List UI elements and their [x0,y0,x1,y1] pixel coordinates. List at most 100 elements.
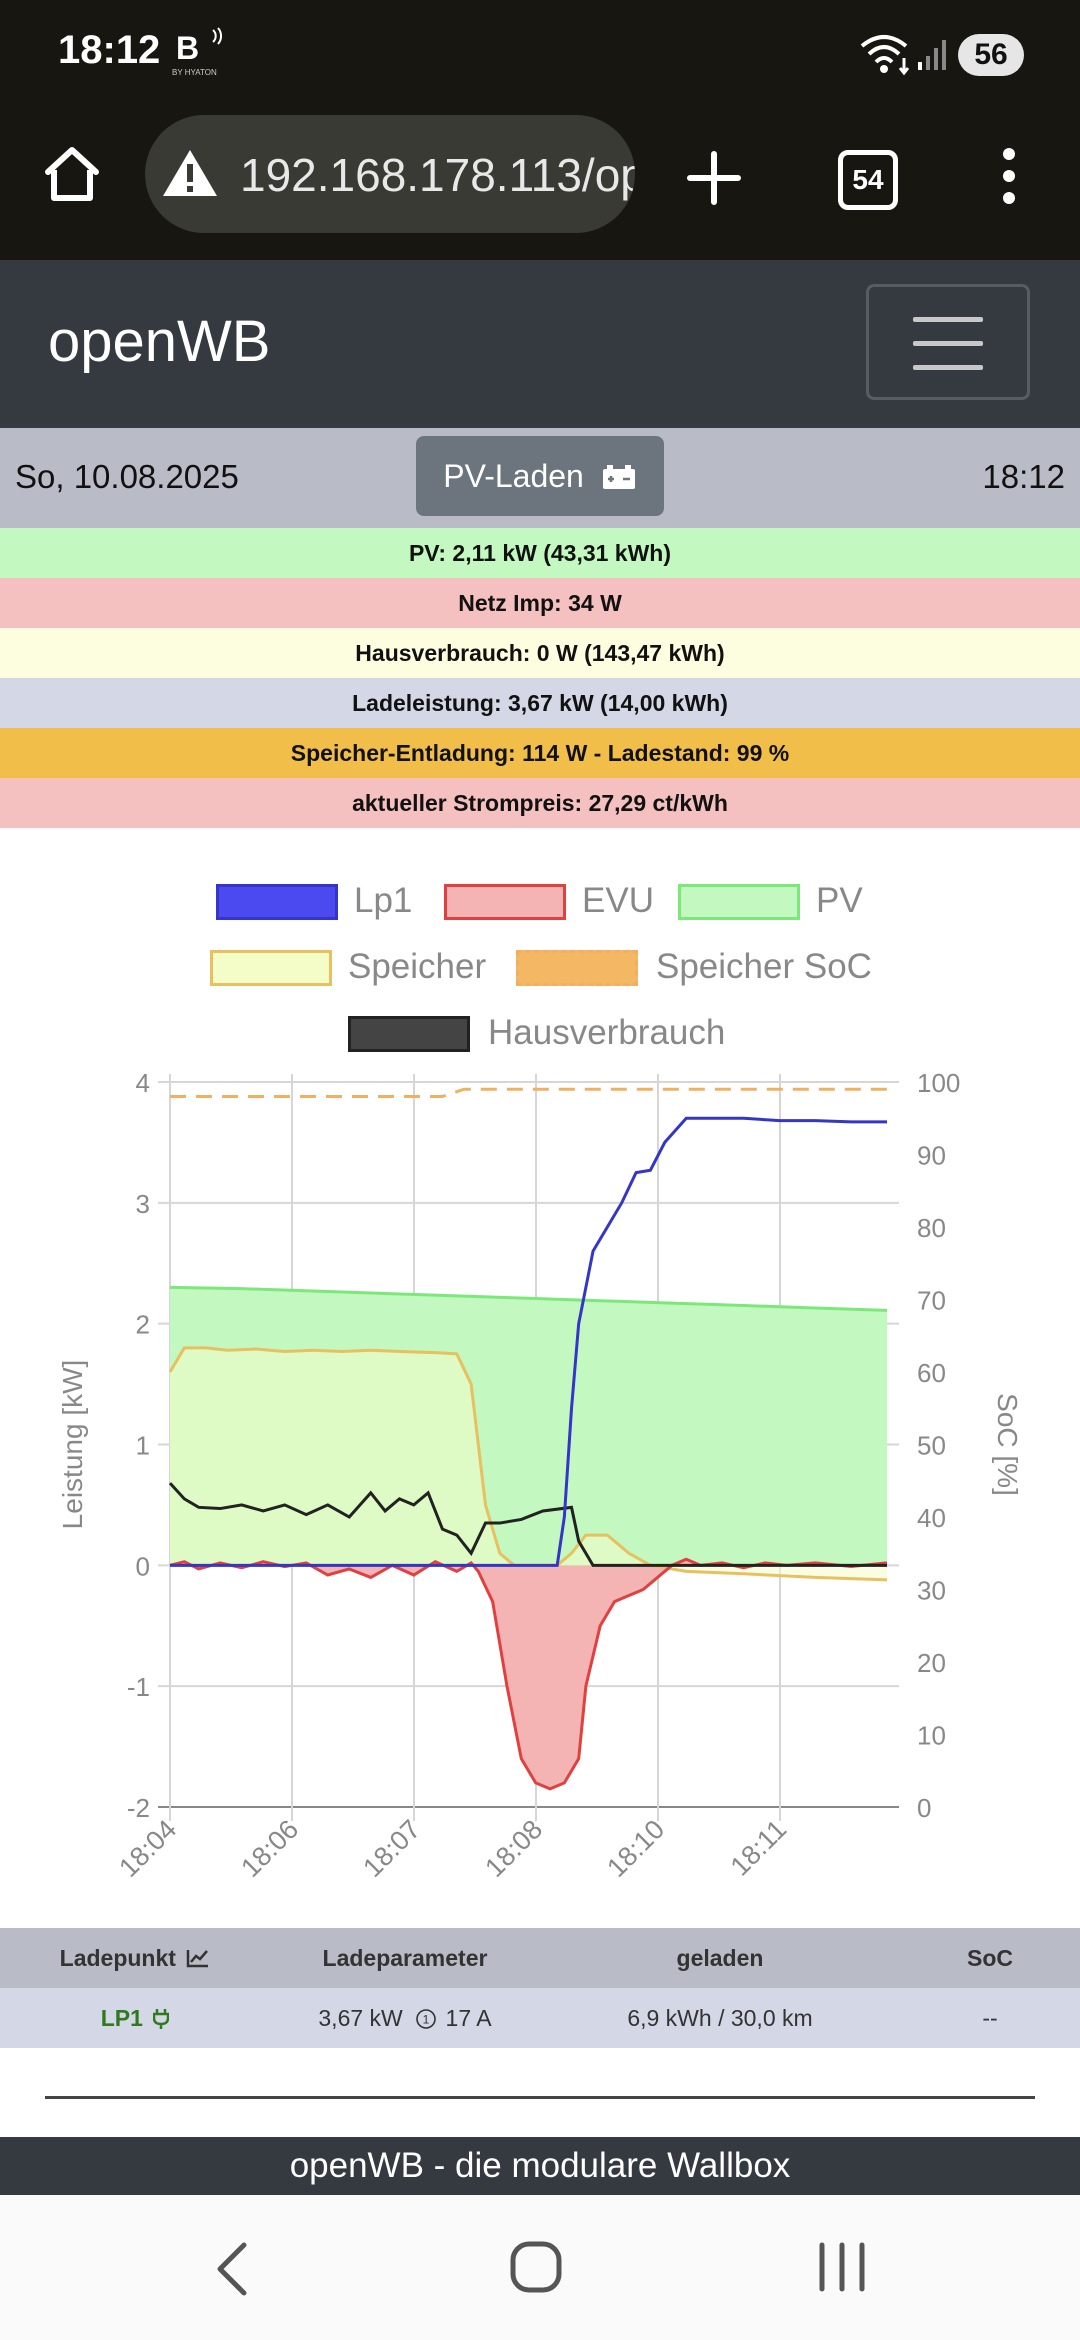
nfc-icon [212,27,222,45]
x-tick-label: 18:04 [113,1814,182,1883]
ladepunkt-name[interactable]: LP1 [100,2005,143,2031]
tab-switcher-button[interactable]: 54 [838,150,898,210]
x-tick-label: 18:10 [601,1814,670,1883]
series-line-lp1 [170,1116,887,1567]
legend-swatch-lp1[interactable] [216,884,338,920]
back-icon[interactable] [212,2241,252,2297]
battery-indicator: 56 [958,34,1024,76]
chart-line-icon[interactable] [186,1948,210,1968]
table-row: LP1 3,67 kW 1 17 A 6,9 kWh / 30,0 km -- [0,1988,1080,2048]
td-soc: -- [982,2005,998,2031]
charge-current: 17 A [445,2005,492,2031]
warning-icon[interactable] [161,147,219,199]
menu-icon-line [913,365,983,370]
time-text: 18:12 [982,458,1065,495]
phase-icon: 1 [416,2009,436,2029]
menu-icon [913,317,983,322]
legend-label-speicher-soc[interactable]: Speicher SoC [656,947,872,986]
y-tick-left: 3 [136,1189,150,1219]
brand-title[interactable]: openWB [48,309,271,374]
date-row: So, 10.08.2025 PV-Laden 18:12 [0,428,1080,528]
series-line-pv [169,1285,888,1312]
wifi-icon [860,35,910,76]
android-nav-bar [0,2195,1080,2340]
y-tick-right: 30 [917,1576,946,1606]
charge-power: 3,67 kW [318,2005,403,2031]
legend-swatch-pv[interactable] [678,884,800,920]
status-time: 18:12 [58,28,161,72]
new-tab-icon[interactable] [686,150,742,206]
y-tick-left: -2 [127,1793,150,1823]
th-ladepunkt[interactable]: Ladepunkt [0,1928,270,1988]
y-tick-left: 4 [136,1068,150,1098]
status-bar: 18:12 B BY HYATON 56 [0,0,1080,110]
signal-icon [918,40,946,70]
th-ladeparameter: Ladeparameter [322,1945,488,1971]
y-tick-left: 0 [136,1551,150,1581]
info-price: aktueller Strompreis: 27,29 ct/kWh [0,778,1080,828]
y-tick-right: 20 [917,1648,946,1678]
td-ladeparameter: 3,67 kW 1 17 A [270,1988,540,2048]
y-tick-right: 40 [917,1503,946,1533]
y-tick-left: 2 [136,1310,150,1340]
y-tick-right: 60 [917,1358,946,1388]
charge-mode-button[interactable]: PV-Laden [416,436,664,516]
series-line-speicher [168,1346,888,1582]
carrier-logo: B [176,30,200,66]
series-line-speicher-soc [170,1087,887,1098]
td-ladepunkt[interactable]: LP1 [0,1988,270,2048]
legend-label-evu[interactable]: EVU [582,881,654,920]
series-line-hausverbrauch [168,1482,887,1567]
y-axis-title-left: Leistung [kW] [57,1360,88,1530]
y-tick-right: 100 [917,1068,960,1098]
y-tick-right: 70 [917,1286,946,1316]
legend-label-lp1[interactable]: Lp1 [354,881,413,920]
url-text[interactable]: 192.168.178.113/op [240,149,635,201]
x-tick-label: 18:08 [479,1814,548,1883]
th-ladepunkt-label: Ladepunkt [59,1945,176,1971]
y-axis-title-right: SoC [%] [992,1393,1023,1496]
home-icon[interactable] [40,142,104,206]
y-tick-right: 80 [917,1213,946,1243]
table-header: Ladepunkt Ladeparameter geladen SoC [0,1928,1080,1988]
phase-count: 1 [423,2013,430,2027]
battery-icon [602,465,635,489]
home-button-icon[interactable] [508,2239,564,2295]
info-storage: Speicher-Entladung: 114 W - Ladestand: 9… [0,728,1080,778]
more-options-icon[interactable] [996,146,1022,206]
td-geladen: 6,9 kWh / 30,0 km [627,2005,813,2031]
info-pv: PV: 2,11 kW (43,31 kWh) [0,528,1080,578]
charge-mode-label: PV-Laden [443,458,584,494]
legend-label-hausverbrauch[interactable]: Hausverbrauch [488,1013,726,1052]
divider [45,2096,1035,2099]
x-tick-label: 18:06 [235,1814,304,1883]
series-area-evu [170,1559,887,1789]
legend-swatch-hausverbrauch[interactable] [348,1016,470,1052]
th-soc: SoC [967,1945,1013,1971]
legend-label-speicher[interactable]: Speicher [348,947,487,986]
th-geladen: geladen [676,1945,764,1971]
series-area-speicher [170,1347,887,1580]
carrier-logo-sub: BY HYATON [172,68,217,77]
y-tick-right: 50 [917,1431,946,1461]
info-house: Hausverbrauch: 0 W (143,47 kWh) [0,628,1080,678]
info-grid: Netz Imp: 34 W [0,578,1080,628]
y-tick-right: 90 [917,1141,946,1171]
menu-toggle-button[interactable] [866,284,1030,400]
footer: openWB - die modulare Wallbox [0,2137,1080,2195]
x-tick-label: 18:11 [725,1814,793,1882]
y-tick-right: 10 [917,1721,946,1751]
y-tick-left: -1 [127,1672,150,1702]
legend-swatch-evu[interactable] [444,884,566,920]
legend-swatch-speicher-soc[interactable] [516,950,638,986]
recent-apps-icon[interactable] [816,2241,868,2293]
date-text: So, 10.08.2025 [15,458,239,495]
plug-icon [153,2009,170,2029]
y-tick-right: 0 [917,1793,931,1823]
address-bar[interactable]: 192.168.178.113/op [145,115,635,233]
legend-swatch-speicher[interactable] [210,950,332,986]
x-tick-label: 18:07 [357,1814,426,1883]
info-charging: Ladeleistung: 3,67 kW (14,00 kWh) [0,678,1080,728]
legend-label-pv[interactable]: PV [816,881,863,920]
